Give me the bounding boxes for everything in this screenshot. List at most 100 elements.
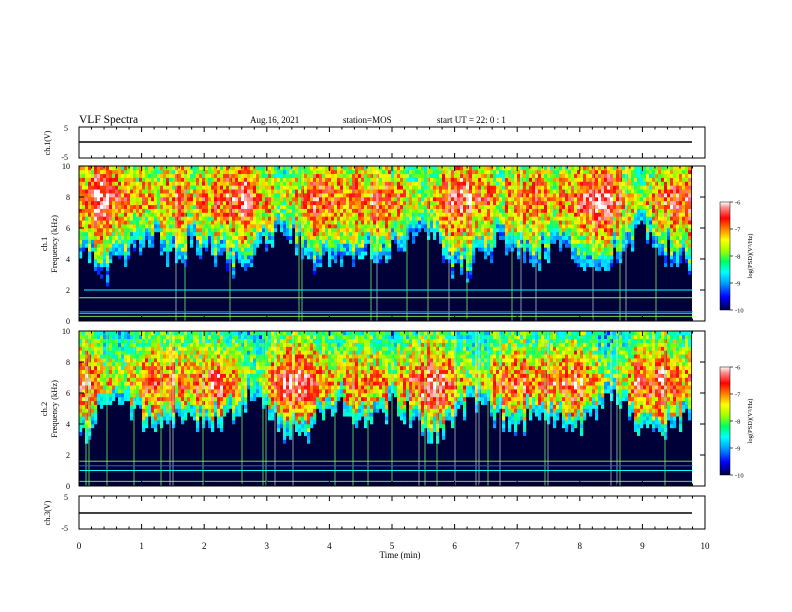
spectrogram-cell bbox=[124, 169, 128, 175]
spectrogram-cell bbox=[568, 169, 572, 175]
spectrogram-cell bbox=[319, 197, 323, 202]
spectrogram-cell bbox=[442, 208, 446, 213]
spectrogram-cell bbox=[391, 216, 395, 221]
spectrogram-cell bbox=[538, 177, 542, 182]
spectrogram-cell bbox=[571, 224, 575, 229]
spectrogram-cell bbox=[88, 377, 92, 382]
spectrogram-cell bbox=[394, 216, 398, 221]
spectrogram-cell bbox=[652, 177, 656, 182]
spectrogram-cell bbox=[658, 177, 662, 182]
spectrogram-cell bbox=[241, 200, 245, 206]
spectrogram-cell bbox=[556, 169, 560, 175]
spectrogram-cell bbox=[271, 208, 275, 213]
spectrogram-cell bbox=[307, 255, 311, 260]
spectrogram-cell bbox=[358, 231, 362, 237]
spectrogram-cell bbox=[670, 255, 674, 260]
spectrogram-cell bbox=[94, 247, 98, 252]
spectrogram-cell bbox=[148, 243, 152, 248]
spectrogram-cell bbox=[217, 185, 221, 190]
spectrogram-cell bbox=[517, 197, 521, 202]
spectrogram-cell bbox=[637, 189, 641, 194]
spectrogram-cell bbox=[127, 255, 131, 260]
spectrogram-cell bbox=[223, 181, 227, 186]
spectrogram-cell bbox=[307, 228, 311, 233]
spectrogram-cell bbox=[334, 239, 338, 244]
spectrogram-cell bbox=[103, 255, 107, 260]
spectrogram-cell bbox=[175, 212, 179, 217]
spectrogram-cell bbox=[319, 200, 323, 206]
spectrogram-cell bbox=[133, 166, 137, 171]
spectrogram-cell bbox=[127, 224, 131, 229]
spectrogram-cell bbox=[481, 220, 485, 225]
spectrogram-cell bbox=[118, 166, 122, 171]
spectrogram-cell bbox=[463, 228, 467, 233]
spectrogram-cell bbox=[349, 193, 353, 198]
spectrogram-cell bbox=[148, 185, 152, 190]
spectrogram-cell bbox=[346, 251, 350, 256]
spectrogram-cell bbox=[202, 212, 206, 217]
spectrogram-cell bbox=[526, 228, 530, 233]
spectrogram-cell bbox=[463, 255, 467, 260]
spectrogram-cell bbox=[661, 169, 665, 175]
spectrogram-cell bbox=[199, 235, 203, 240]
spectrogram-cell bbox=[610, 185, 614, 190]
spectrogram-cell bbox=[580, 166, 584, 171]
spectrogram-cell bbox=[376, 208, 380, 213]
spectrogram-cell bbox=[214, 212, 218, 217]
spectrogram-cell bbox=[616, 259, 620, 264]
spectrogram-cell bbox=[214, 173, 218, 178]
spectrogram-cell bbox=[82, 173, 86, 178]
spectrogram-cell bbox=[403, 197, 407, 202]
spectrogram-cell bbox=[424, 204, 428, 209]
spectrogram-cell bbox=[649, 212, 653, 217]
spectrogram-cell bbox=[151, 173, 155, 178]
spectrogram-cell bbox=[301, 243, 305, 248]
spectrogram-cell bbox=[511, 224, 515, 229]
spectrogram-cell bbox=[118, 208, 122, 213]
spectrogram-cell bbox=[229, 216, 233, 221]
spectrogram-cell bbox=[79, 251, 83, 256]
spectrogram-cell bbox=[364, 197, 368, 202]
spectrogram-cell bbox=[193, 228, 197, 233]
spectrogram-cell bbox=[463, 177, 467, 182]
spectrogram-cell bbox=[328, 208, 332, 213]
spectrogram-cell bbox=[340, 247, 344, 252]
spectrogram-cell bbox=[523, 235, 527, 240]
spectrogram-cell bbox=[175, 177, 179, 182]
spectrogram-cell bbox=[244, 208, 248, 213]
spectrogram-cell bbox=[556, 193, 560, 198]
spectrogram-cell bbox=[517, 216, 521, 221]
spectrogram-cell bbox=[433, 166, 437, 171]
spectrogram-cell bbox=[82, 400, 86, 405]
spectrogram-cell bbox=[469, 177, 473, 182]
spectrogram-cell bbox=[508, 235, 512, 240]
spectrogram-cell bbox=[685, 247, 689, 252]
spectrogram-cell bbox=[82, 377, 86, 382]
spectrogram-cell bbox=[328, 220, 332, 225]
spectrogram-cell bbox=[673, 185, 677, 190]
spectrogram-cell bbox=[208, 216, 212, 221]
spectrogram-cell bbox=[469, 247, 473, 252]
spectrogram-cell bbox=[439, 185, 443, 190]
spectrogram-cell bbox=[235, 243, 239, 248]
spectrogram-cell bbox=[439, 235, 443, 240]
spectrogram-cell bbox=[229, 185, 233, 190]
spectrogram-cell bbox=[604, 197, 608, 202]
spectrogram-cell bbox=[352, 259, 356, 264]
spectrogram-cell bbox=[472, 231, 476, 237]
spectrogram-cell bbox=[388, 239, 392, 244]
spectrogram-cell bbox=[439, 212, 443, 217]
spectrogram-cell bbox=[505, 181, 509, 186]
spectrogram-cell bbox=[331, 231, 335, 237]
spectrogram-cell bbox=[613, 177, 617, 182]
spectrogram-cell bbox=[535, 243, 539, 248]
spectrogram-cell bbox=[601, 177, 605, 182]
spectrogram-cell bbox=[85, 420, 89, 425]
spectrogram-cell bbox=[532, 216, 536, 221]
spectrogram-cell bbox=[520, 185, 524, 190]
spectrogram-cell bbox=[388, 231, 392, 237]
spectrogram-cell bbox=[571, 208, 575, 213]
spectrogram-cell bbox=[622, 224, 626, 229]
spectrogram-cell bbox=[271, 177, 275, 182]
